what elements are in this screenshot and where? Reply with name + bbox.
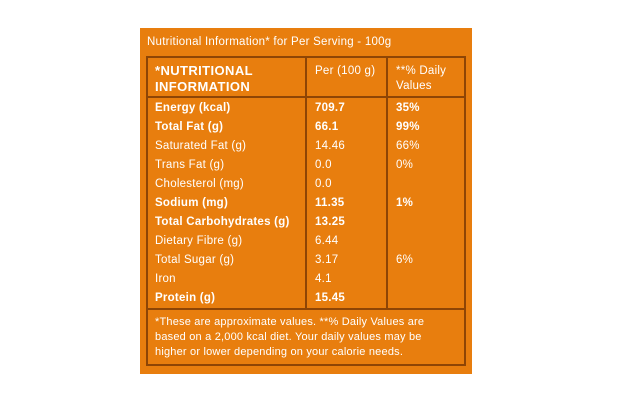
- per-100g-value: 66.1: [305, 117, 386, 137]
- nutrient-label: Saturated Fat (g): [155, 139, 247, 152]
- table-row: Cholesterol (mg) 0.0: [148, 174, 464, 194]
- table-row: Total Sugar (g) 3.17 6%: [148, 250, 464, 270]
- header-daily-values: **% Daily Values: [386, 58, 464, 96]
- daily-value: 99%: [386, 117, 464, 137]
- header-nutrient: *NUTRITIONAL INFORMATION: [155, 63, 253, 94]
- table-row: Protein (g) 15.45: [148, 288, 464, 309]
- nutrition-table: *NUTRITIONAL INFORMATION Per (100 g) **%…: [146, 56, 466, 366]
- table-body: Energy (kcal) 709.7 35% Total Fat (g) 66…: [148, 98, 464, 309]
- daily-value: [386, 174, 464, 194]
- table-row: Iron 4.1: [148, 269, 464, 289]
- per-100g-value: 3.17: [305, 250, 386, 270]
- nutrient-label: Dietary Fibre (g): [155, 235, 243, 248]
- per-100g-value: 0.0: [305, 155, 386, 175]
- table-row: Total Fat (g) 66.1 99%: [148, 117, 464, 137]
- daily-value: [386, 212, 464, 232]
- daily-value: [386, 231, 464, 251]
- nutrient-label: Total Carbohydrates (g): [155, 216, 290, 229]
- per-100g-value: 4.1: [305, 269, 386, 289]
- nutrient-label: Energy (kcal): [155, 101, 231, 114]
- per-100g-value: 11.35: [305, 193, 386, 213]
- nutrient-label: Sodium (mg): [155, 197, 229, 210]
- daily-value: [386, 288, 464, 309]
- daily-value: 1%: [386, 193, 464, 213]
- nutrient-label: Iron: [155, 273, 176, 286]
- table-row: Saturated Fat (g) 14.46 66%: [148, 136, 464, 156]
- daily-value: 66%: [386, 136, 464, 156]
- per-100g-value: 0.0: [305, 174, 386, 194]
- daily-value: 6%: [386, 250, 464, 270]
- per-100g-value: 14.46: [305, 136, 386, 156]
- header-per-100g: Per (100 g): [305, 58, 386, 96]
- daily-value: [386, 269, 464, 289]
- daily-value: 0%: [386, 155, 464, 175]
- footnote: *These are approximate values. **% Daily…: [148, 308, 464, 364]
- nutrient-label: Trans Fat (g): [155, 158, 225, 171]
- nutrient-label: Total Fat (g): [155, 120, 224, 133]
- nutrient-label: Protein (g): [155, 292, 216, 305]
- table-row: Dietary Fibre (g) 6.44: [148, 231, 464, 251]
- nutrition-label-panel: Nutritional Information* for Per Serving…: [140, 28, 472, 374]
- daily-value: 35%: [386, 98, 464, 118]
- table-row: Trans Fat (g) 0.0 0%: [148, 155, 464, 175]
- panel-title: Nutritional Information* for Per Serving…: [147, 36, 392, 48]
- per-100g-value: 15.45: [305, 288, 386, 309]
- table-row: Total Carbohydrates (g) 13.25: [148, 212, 464, 232]
- per-100g-value: 709.7: [305, 98, 386, 118]
- table-header-row: *NUTRITIONAL INFORMATION Per (100 g) **%…: [148, 58, 464, 98]
- per-100g-value: 13.25: [305, 212, 386, 232]
- nutrient-label: Total Sugar (g): [155, 254, 235, 267]
- nutrient-label: Cholesterol (mg): [155, 177, 244, 190]
- table-row: Sodium (mg) 11.35 1%: [148, 193, 464, 213]
- table-row: Energy (kcal) 709.7 35%: [148, 98, 464, 118]
- per-100g-value: 6.44: [305, 231, 386, 251]
